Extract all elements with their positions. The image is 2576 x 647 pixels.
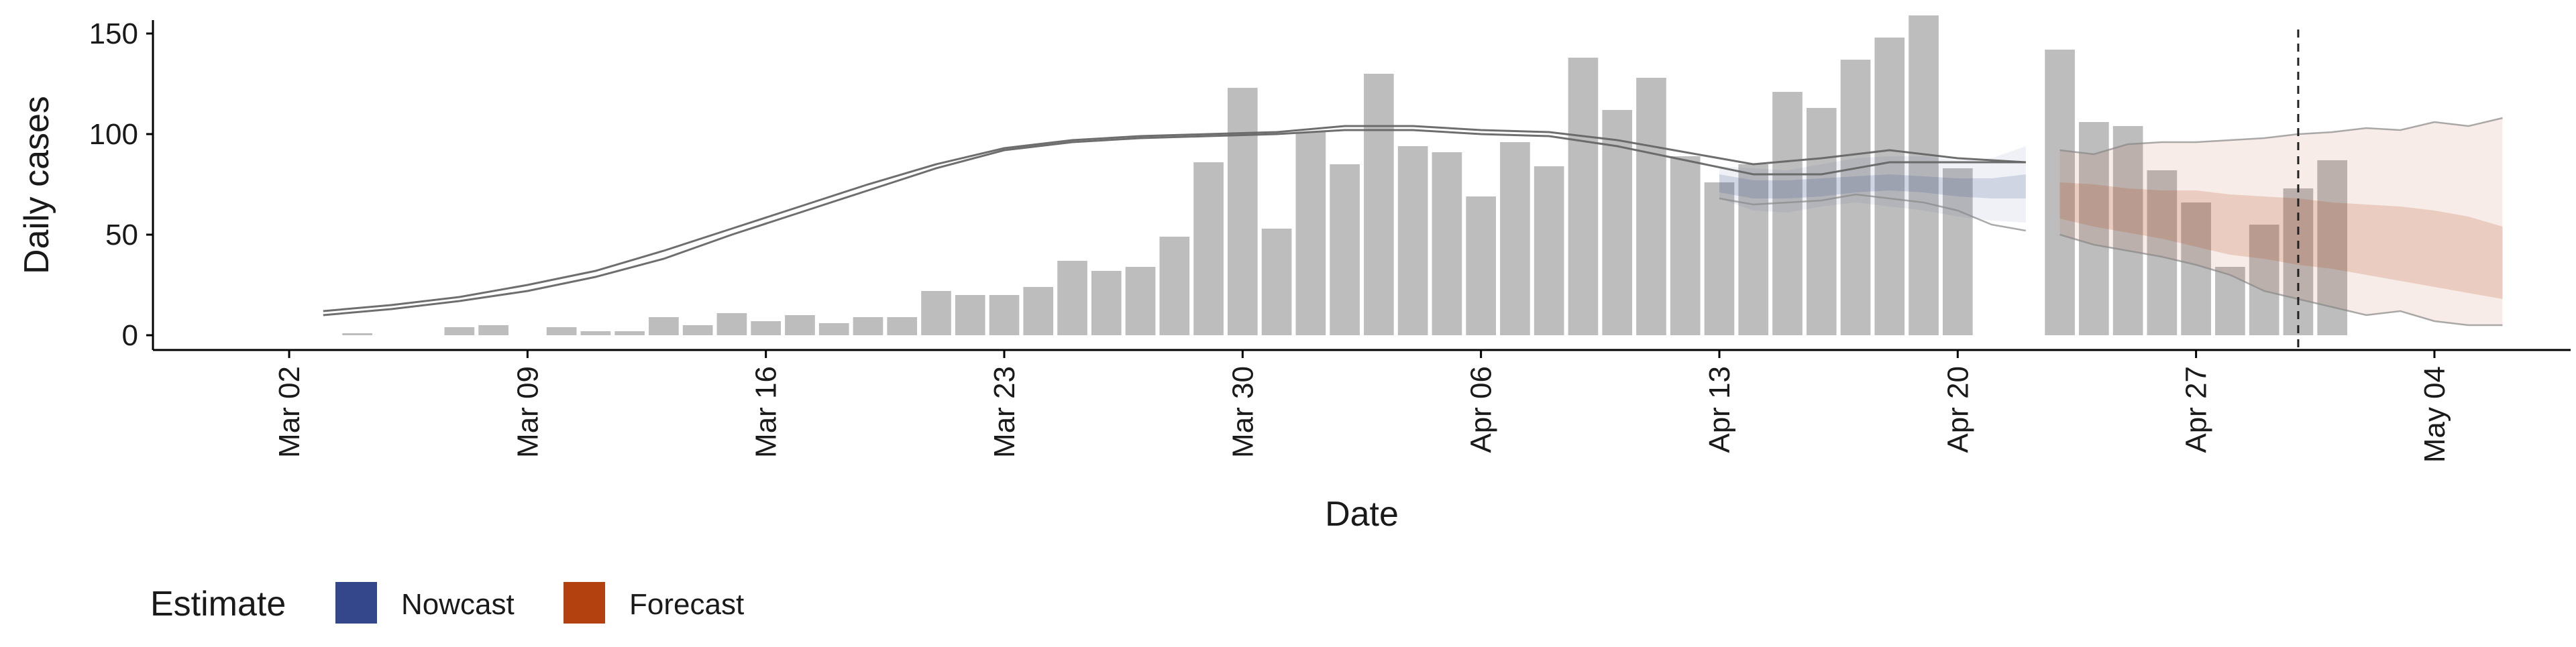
- bar-2020-03-17: [785, 315, 815, 335]
- bar-2020-04-02: [1330, 164, 1360, 335]
- bar-2020-03-30: [1228, 88, 1258, 335]
- bar-2020-04-07: [1500, 142, 1530, 335]
- bar-2020-04-28: [2215, 267, 2245, 335]
- x-tick-label: Mar 16: [750, 366, 783, 458]
- bar-2020-04-04: [1397, 146, 1428, 335]
- legend-label-forecast: Forecast: [629, 588, 744, 621]
- legend-swatch-nowcast: [335, 582, 377, 624]
- x-axis-title: Date: [1325, 495, 1399, 534]
- bar-2020-03-21: [921, 291, 951, 335]
- legend-title: Estimate: [150, 585, 286, 624]
- bar-2020-04-18: [1874, 38, 1905, 335]
- forecast-inner-band: [2059, 182, 2503, 299]
- bar-2020-03-31: [1261, 229, 1292, 335]
- labels-layer: 0 50 100 150 Mar 02 Mar 09 Mar 16 Mar 23 Mar 30 A…: [17, 17, 2451, 534]
- bar-2020-03-20: [887, 317, 918, 335]
- estimate-line-1: [323, 125, 2026, 312]
- estimate-line-0: [323, 129, 2026, 316]
- x-tick-label: Apr 06: [1465, 366, 1498, 453]
- estimate-line-2: [1719, 193, 2027, 232]
- bar-2020-04-01: [1295, 132, 1326, 335]
- bar-2020-04-06: [1466, 196, 1496, 335]
- bar-2020-04-15: [1772, 92, 1803, 335]
- x-tick-label: Apr 27: [2180, 366, 2213, 453]
- y-tick-label-50: 50: [105, 219, 138, 251]
- bar-2020-03-12: [614, 331, 645, 335]
- x-tick-label: May 04: [2418, 366, 2451, 463]
- y-tick-label-100: 100: [89, 118, 138, 151]
- bar-2020-04-16: [1806, 108, 1837, 335]
- nowcast-inner-band: [1719, 174, 2026, 198]
- bar-2020-04-26: [2147, 170, 2178, 335]
- bar-2020-04-05: [1432, 152, 1462, 335]
- bar-2020-03-08: [478, 325, 508, 335]
- bar-2020-03-28: [1159, 237, 1190, 335]
- bar-2020-03-23: [989, 295, 1020, 335]
- y-tick-label-0: 0: [122, 319, 138, 352]
- bar-2020-03-13: [649, 317, 679, 335]
- bar-2020-03-15: [716, 313, 747, 335]
- nowcast-outer-band: [1719, 146, 2026, 223]
- bar-2020-03-07: [444, 327, 475, 335]
- bar-2020-04-08: [1534, 166, 1564, 335]
- bar-2020-04-09: [1568, 58, 1599, 335]
- y-tick-label-150: 150: [89, 17, 138, 50]
- legend-swatch-forecast: [564, 582, 605, 624]
- bar-2020-04-17: [1840, 60, 1871, 335]
- bar-2020-03-29: [1193, 162, 1224, 335]
- axes-layer: [146, 20, 2571, 358]
- bar-2020-04-20: [1942, 168, 1973, 335]
- x-tick-label: Mar 02: [273, 366, 306, 458]
- bar-2020-03-04: [342, 333, 372, 335]
- x-tick-label: Apr 20: [1941, 366, 1974, 453]
- bar-2020-03-25: [1057, 261, 1087, 335]
- bands-layer: [1719, 118, 2503, 325]
- bar-2020-03-14: [682, 325, 713, 335]
- bar-2020-04-29: [2249, 225, 2279, 335]
- bar-2020-03-16: [751, 321, 782, 335]
- forecast-outer-band: [2059, 118, 2503, 325]
- x-tick-label: Mar 23: [988, 366, 1021, 458]
- bar-2020-04-19: [1909, 15, 1939, 335]
- bar-2020-03-18: [818, 323, 849, 335]
- bar-2020-03-27: [1125, 267, 1156, 335]
- estimate-line-4: [2059, 233, 2503, 327]
- bar-2020-04-23: [2045, 50, 2075, 335]
- bar-2020-05-01: [2317, 160, 2348, 335]
- legend: Estimate Nowcast Forecast: [150, 582, 744, 624]
- bar-2020-03-24: [1023, 287, 1054, 335]
- bar-2020-04-14: [1738, 164, 1769, 335]
- bar-2020-04-24: [2079, 122, 2109, 335]
- bar-2020-03-26: [1091, 271, 1122, 335]
- legend-label-nowcast: Nowcast: [401, 588, 515, 621]
- bars-layer: [342, 15, 2348, 335]
- bar-2020-04-11: [1636, 78, 1666, 335]
- estimate-line-3: [2059, 117, 2503, 156]
- y-axis-title: Daily cases: [17, 96, 56, 274]
- bar-2020-03-19: [853, 317, 883, 335]
- x-tick-label: Mar 30: [1226, 366, 1259, 458]
- bar-2020-04-27: [2181, 202, 2211, 335]
- bar-2020-03-10: [546, 327, 577, 335]
- bar-2020-04-12: [1670, 156, 1701, 335]
- x-tick-label: Mar 09: [511, 366, 544, 458]
- bar-2020-04-25: [2112, 126, 2143, 335]
- bar-2020-03-22: [955, 295, 985, 335]
- x-tick-label: Apr 13: [1703, 366, 1736, 453]
- bar-2020-03-11: [580, 331, 611, 335]
- bar-2020-04-13: [1704, 182, 1735, 335]
- bar-2020-04-03: [1364, 74, 1394, 335]
- lines-layer: [323, 117, 2503, 327]
